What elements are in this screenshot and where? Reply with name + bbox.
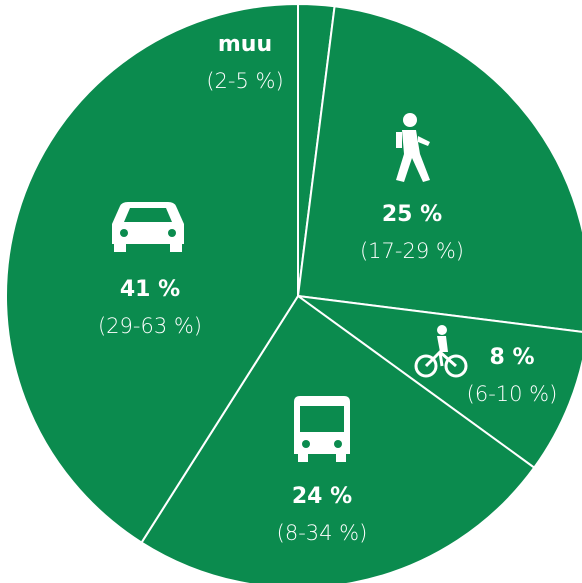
icon-car: [112, 202, 184, 252]
icon-part: [336, 452, 346, 462]
icon-part: [298, 452, 308, 462]
icon-part: [403, 113, 417, 127]
icon-part: [396, 132, 430, 148]
range-label: (17-29 %): [360, 239, 464, 263]
icon-part: [168, 229, 176, 237]
icon-part: [396, 130, 430, 182]
icon-part: [170, 242, 182, 252]
range-label: (2-5 %): [206, 69, 283, 93]
icon-part: [334, 440, 342, 448]
value-label: 24 %: [292, 484, 352, 509]
icon-part: [124, 208, 172, 222]
value-label: 25 %: [382, 202, 442, 227]
icon-part: [120, 229, 128, 237]
value-label: 8 %: [489, 345, 534, 370]
slice: [296, 5, 582, 333]
icon-part: [437, 336, 448, 352]
category-label: muu: [218, 32, 272, 57]
icon-walk: [396, 113, 430, 182]
icon-part: [302, 440, 310, 448]
icon-bus: [294, 396, 350, 462]
range-label: (29-63 %): [98, 314, 202, 338]
slice: [5, 2, 299, 544]
icon-part: [437, 325, 447, 335]
range-label: (6-10 %): [467, 382, 558, 406]
icon-part: [114, 242, 126, 252]
icon-bike: [414, 325, 468, 378]
icon-part: [300, 406, 344, 432]
slice: [297, 295, 582, 470]
icon-part: [414, 354, 438, 378]
icon-part: [444, 354, 468, 378]
range-label: (8-34 %): [277, 521, 368, 545]
value-label: 41 %: [120, 277, 180, 302]
